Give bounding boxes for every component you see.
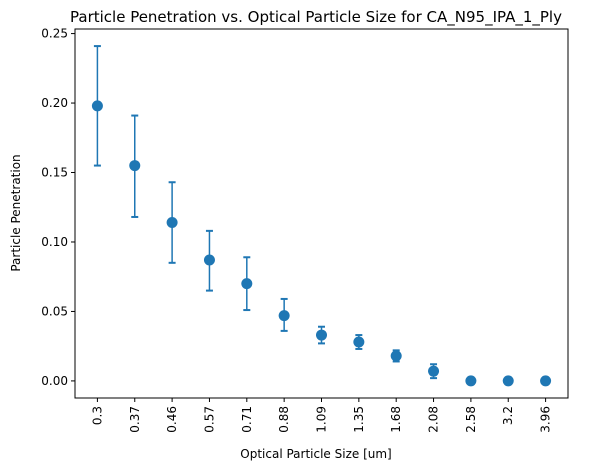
x-tick-label: 2.08 [427, 406, 441, 433]
data-point [390, 350, 402, 362]
data-point [166, 217, 178, 229]
data-point [540, 375, 552, 387]
data-point [91, 100, 103, 112]
x-axis-ticks: 0.3 0.37 0.46 0.57 0.71 0.88 1.09 1.35 1.68 2.08 2… [90, 398, 553, 433]
data-point [241, 278, 253, 290]
data-point [278, 310, 290, 322]
plot-frame [74, 28, 569, 399]
data-point [502, 375, 514, 387]
plot-marks [91, 45, 552, 387]
data-point [316, 329, 327, 341]
x-tick-label: 0.37 [128, 406, 142, 433]
x-tick-label: 0.88 [277, 406, 291, 433]
data-point [129, 160, 141, 172]
x-tick-label: 3.2 [501, 406, 515, 425]
chart-title: Particle Penetration vs. Optical Particl… [70, 8, 562, 27]
y-tick-label: 0.00 [41, 374, 68, 388]
x-tick-label: 2.58 [464, 406, 478, 433]
data-point [465, 375, 477, 387]
x-tick-label: 1.68 [389, 406, 403, 433]
data-point [203, 254, 215, 266]
data-point [353, 336, 365, 348]
x-tick-label: 0.46 [165, 406, 179, 433]
x-tick-label: 0.57 [202, 406, 216, 433]
y-tick-label: 0.20 [41, 96, 68, 110]
y-tick-label: 0.10 [41, 235, 68, 249]
y-tick-label: 0.15 [41, 166, 68, 180]
x-tick-label: 0.3 [90, 406, 104, 425]
x-tick-label: 3.96 [539, 406, 553, 433]
y-axis-label: Particle Penetration [9, 154, 23, 271]
x-tick-label: 1.09 [315, 406, 329, 433]
x-tick-label: 0.71 [240, 406, 254, 433]
y-tick-label: 0.05 [41, 304, 68, 318]
y-tick-label: 0.25 [41, 27, 68, 41]
y-axis-ticks: 0.00 0.05 0.10 0.15 0.20 0.25 [41, 27, 75, 388]
x-axis-label: Optical Particle Size [um] [240, 447, 391, 461]
x-tick-label: 1.35 [352, 406, 366, 433]
data-point [428, 365, 440, 377]
